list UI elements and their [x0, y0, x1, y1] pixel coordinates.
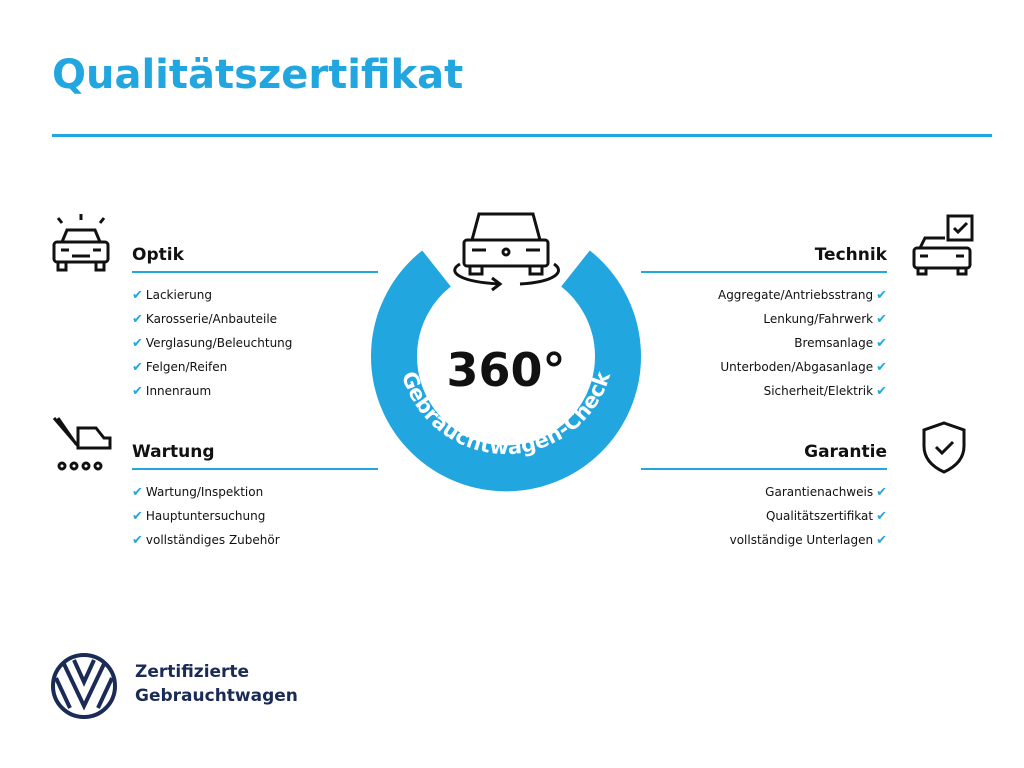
- footer-brand-text: Zertifizierte Gebrauchtwagen: [135, 662, 298, 706]
- check-icon: ✔: [876, 288, 887, 303]
- check-icon: ✔: [132, 485, 143, 500]
- badge-value: 360°: [446, 343, 565, 397]
- section-title: Technik: [641, 245, 887, 273]
- check-icon: ✔: [876, 312, 887, 327]
- check-icon: ✔: [876, 360, 887, 375]
- check-icon: ✔: [132, 384, 143, 399]
- list-item: Aggregate/Antriebsstrang ✔: [717, 288, 887, 303]
- list-item: ✔ Felgen/Reifen: [132, 360, 228, 375]
- page-title: Qualitätszertifikat: [52, 52, 464, 98]
- vw-logo: [51, 653, 117, 719]
- list-item: Garantienachweis ✔: [765, 485, 887, 500]
- car-checklist-icon: [912, 214, 974, 276]
- list-item: Unterboden/Abgasanlage ✔: [720, 360, 887, 375]
- list-item: vollständige Unterlagen ✔: [729, 533, 887, 548]
- shield-check-icon: [922, 421, 966, 474]
- check-icon: ✔: [132, 312, 143, 327]
- section-title: Optik: [132, 245, 378, 273]
- check-badge: Gebrauchtwagen-Check 360°: [371, 212, 641, 492]
- check-icon: ✔: [876, 485, 887, 500]
- badge-ring: [371, 250, 641, 492]
- list-item: ✔ Wartung/Inspektion: [132, 485, 264, 500]
- check-icon: ✔: [132, 336, 143, 351]
- section-garantie: Garantie Garantienachweis ✔ Qualitätszert…: [641, 442, 887, 552]
- check-icon: ✔: [132, 533, 143, 548]
- check-icon: ✔: [132, 360, 143, 375]
- section-technik: Technik Aggregate/Antriebsstrang ✔ Lenkun…: [641, 245, 887, 403]
- title-divider: [52, 134, 992, 137]
- section-optik: Optik ✔ Lackierung ✔ Karosserie/Anbauteile…: [132, 245, 378, 403]
- check-icon: ✔: [132, 509, 143, 524]
- check-icon: ✔: [876, 384, 887, 399]
- list-item: ✔ Lackierung: [132, 288, 212, 303]
- section-title: Wartung: [132, 442, 378, 470]
- service-tools-icon: [52, 417, 112, 471]
- section-title: Garantie: [641, 442, 887, 470]
- list-item: Lenkung/Fahrwerk ✔: [763, 312, 887, 327]
- list-item: Bremsanlage ✔: [794, 336, 887, 351]
- car-shine-icon: [52, 214, 110, 272]
- check-icon: ✔: [876, 336, 887, 351]
- check-icon: ✔: [132, 288, 143, 303]
- list-item: ✔ vollständiges Zubehör: [132, 533, 280, 548]
- list-item: ✔ Innenraum: [132, 384, 212, 399]
- list-item: ✔ Verglasung/Beleuchtung: [132, 336, 293, 351]
- list-item: Qualitätszertifikat ✔: [765, 509, 887, 524]
- car-rotate-icon: [453, 212, 560, 292]
- check-icon: ✔: [876, 509, 887, 524]
- list-item: Sicherheit/Elektrik ✔: [763, 384, 887, 399]
- section-wartung: Wartung ✔ Wartung/Inspektion ✔ Hauptunters…: [132, 442, 378, 552]
- check-icon: ✔: [876, 533, 887, 548]
- list-item: ✔ Hauptuntersuchung: [132, 509, 266, 524]
- list-item: ✔ Karosserie/Anbauteile: [132, 312, 278, 327]
